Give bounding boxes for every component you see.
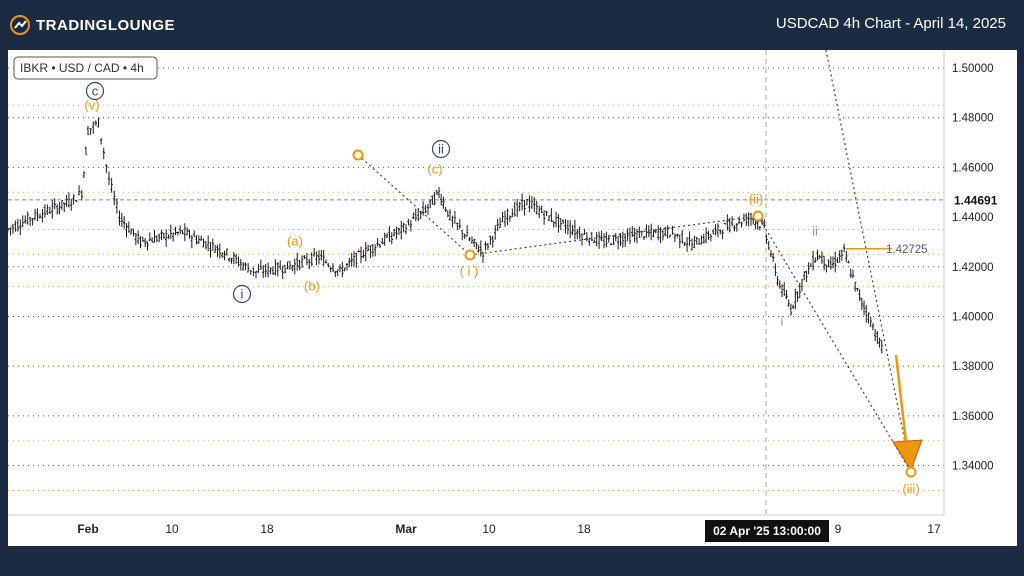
wave-line-b [469, 215, 759, 256]
wave-lines [352, 49, 923, 478]
wave-line-a [357, 154, 471, 256]
price-axis: 1.50000 1.48000 1.46000 1.44000 1.42000 1.400… [886, 50, 1012, 515]
wave-line-d [825, 49, 912, 473]
time-tick-label: 17 [927, 522, 941, 536]
price-tick-label: 1.40000 [952, 312, 994, 324]
price-chart[interactable]: (v)ci(a)(b)ii(c)( i )(ii)iii(iii) 1.5000… [6, 49, 1017, 546]
brand-icon [10, 15, 30, 35]
time-tick-label: 10 [165, 522, 179, 536]
price-tick-label: 1.34000 [952, 461, 994, 473]
price-tick-label: 1.38000 [952, 361, 994, 373]
chart-area[interactable]: (v) c i (a) (b) ii (c)( i ) (ii) ii i (iii) 1.5000… [6, 49, 1017, 546]
price-tick-label: 1.46000 [952, 162, 994, 174]
wave-label: i [241, 287, 244, 302]
symbol-badge[interactable]: IBKR • USD / CAD • 4h [13, 56, 158, 80]
time-tick-label: 9 [835, 522, 842, 536]
wave-label: (b) [304, 279, 320, 294]
wave-label: (ii) [749, 192, 763, 207]
wave-label: i [781, 314, 784, 329]
price-tick-label: 1.42000 [952, 262, 994, 274]
current-price-label: 1.44691 [954, 193, 998, 207]
chart-title: USDCAD 4h Chart - April 14, 2025 [775, 15, 1006, 32]
crosshair-date-label: 02 Apr '25 13:00:00 [713, 524, 821, 538]
wave-label: ii [438, 142, 444, 157]
time-tick-label: 10 [482, 522, 496, 536]
wave-label: ( i ) [460, 264, 479, 279]
wave-label-ring [85, 81, 105, 101]
wave-pivot-marker [752, 210, 764, 222]
brand-name: TRADINGLOUNGE [36, 16, 175, 34]
time-tick-label: 18 [260, 522, 274, 536]
price-tick-label: 1.50000 [952, 63, 994, 75]
time-tick-label: 18 [577, 522, 591, 536]
wave-pivot-marker [464, 249, 476, 261]
current-price-tag [946, 190, 1012, 209]
wave-label: (v) [84, 98, 99, 113]
wave-label: (a) [287, 234, 303, 249]
projection-arrow-shaft [894, 354, 908, 443]
time-axis: Feb 10 18 Mar 10 18 9 17 02 Apr '25 13:00:00 [8, 514, 944, 542]
wave-label-ring [232, 284, 252, 304]
wave-pivot-marker [905, 466, 917, 478]
symbol-label: IBKR • USD / CAD • 4h [20, 61, 144, 75]
candles [6, 118, 883, 354]
time-tick-label: Feb [77, 522, 98, 536]
wave-label: (iii) [902, 482, 919, 497]
wave-label: c [92, 84, 99, 99]
crosshair-date-tag [705, 520, 829, 542]
wave-pivot-marker [352, 149, 364, 161]
wave-label-ring [431, 139, 451, 159]
level-price-label: 1.42725 [886, 244, 928, 256]
wave-label: (c) [427, 162, 442, 177]
dotted-levels [8, 67, 944, 491]
wave-label: ii [812, 224, 818, 239]
price-tick-label: 1.48000 [952, 113, 994, 125]
wave-labels: (v)ci(a)(b)ii(c)( i )(ii)iii(iii) [84, 81, 920, 497]
time-tick-label: Mar [395, 522, 417, 536]
price-tick-label: 1.36000 [952, 411, 994, 423]
price-tick-label: 1.44000 [952, 212, 994, 224]
projection-arrow-head [892, 439, 923, 472]
header-bar: TRADINGLOUNGE USDCAD 4h Chart - April 14… [0, 0, 1024, 50]
brand-logo: TRADINGLOUNGE [10, 14, 175, 36]
